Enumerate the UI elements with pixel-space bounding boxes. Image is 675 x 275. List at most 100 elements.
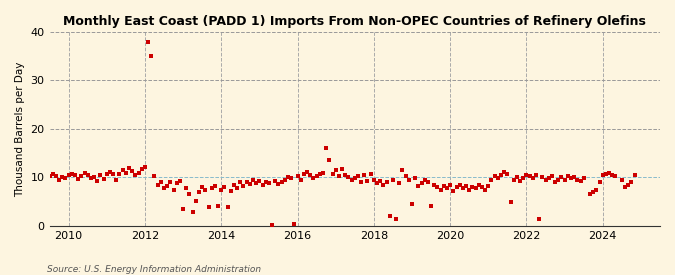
Point: [594, 180, 605, 185]
Point: [229, 183, 240, 187]
Point: [375, 179, 385, 183]
Point: [127, 169, 138, 173]
Point: [508, 178, 519, 182]
Point: [257, 183, 268, 187]
Point: [460, 184, 471, 188]
Point: [435, 187, 446, 192]
Point: [168, 187, 179, 192]
Point: [175, 178, 186, 183]
Point: [610, 174, 621, 179]
Point: [324, 158, 335, 163]
Point: [98, 177, 109, 181]
Point: [524, 174, 535, 179]
Point: [486, 178, 497, 182]
Point: [308, 176, 319, 181]
Point: [248, 178, 259, 182]
Title: Monthly East Coast (PADD 1) Imports From Non-OPEC Countries of Refinery Olefins: Monthly East Coast (PADD 1) Imports From…: [63, 15, 646, 28]
Point: [117, 168, 128, 172]
Point: [629, 173, 640, 177]
Point: [356, 180, 367, 185]
Point: [70, 173, 80, 177]
Point: [327, 171, 338, 176]
Point: [381, 180, 392, 185]
Point: [235, 180, 246, 185]
Point: [410, 176, 421, 181]
Point: [321, 146, 331, 150]
Point: [184, 192, 195, 197]
Point: [28, 173, 39, 177]
Point: [378, 183, 389, 187]
Point: [38, 175, 49, 179]
Point: [120, 171, 131, 175]
Point: [556, 175, 567, 180]
Point: [441, 186, 452, 190]
Point: [213, 204, 223, 209]
Point: [477, 185, 487, 189]
Point: [467, 185, 478, 189]
Point: [553, 178, 564, 182]
Point: [578, 176, 589, 181]
Point: [263, 181, 274, 185]
Point: [241, 180, 252, 184]
Point: [88, 175, 99, 179]
Point: [232, 186, 242, 190]
Point: [140, 164, 151, 169]
Point: [34, 179, 45, 183]
Point: [547, 174, 558, 179]
Point: [473, 183, 484, 187]
Point: [562, 174, 573, 179]
Point: [92, 178, 103, 183]
Point: [337, 166, 348, 171]
Point: [200, 187, 211, 192]
Point: [543, 176, 554, 181]
Point: [238, 183, 249, 188]
Point: [588, 190, 599, 194]
Point: [607, 173, 618, 177]
Point: [66, 171, 77, 176]
Point: [438, 184, 449, 188]
Point: [603, 170, 614, 175]
Point: [295, 178, 306, 182]
Point: [302, 169, 313, 174]
Point: [527, 176, 538, 181]
Point: [261, 180, 271, 184]
Point: [225, 189, 236, 193]
Point: [502, 171, 513, 176]
Point: [372, 181, 383, 185]
Point: [362, 179, 373, 183]
Point: [111, 178, 122, 183]
Point: [159, 186, 169, 190]
Point: [429, 183, 439, 187]
Point: [426, 204, 437, 209]
Point: [404, 178, 414, 182]
Point: [495, 173, 506, 177]
Point: [626, 180, 637, 185]
Point: [397, 168, 408, 172]
Point: [534, 216, 545, 221]
Point: [114, 171, 125, 176]
Point: [165, 180, 176, 185]
Point: [79, 170, 90, 175]
Point: [489, 174, 500, 179]
Text: Source: U.S. Energy Information Administration: Source: U.S. Energy Information Administ…: [47, 265, 261, 274]
Point: [616, 178, 627, 182]
Point: [146, 54, 157, 58]
Point: [279, 178, 290, 183]
Point: [350, 176, 360, 181]
Point: [601, 171, 612, 176]
Point: [95, 173, 106, 177]
Point: [276, 180, 287, 185]
Point: [133, 171, 144, 175]
Point: [286, 176, 296, 181]
Point: [518, 176, 529, 181]
Point: [60, 176, 71, 181]
Point: [464, 187, 475, 192]
Point: [270, 178, 281, 183]
Point: [499, 169, 510, 174]
Point: [105, 169, 115, 174]
Point: [108, 172, 119, 177]
Point: [569, 175, 580, 180]
Point: [549, 180, 560, 185]
Point: [76, 174, 86, 179]
Point: [505, 199, 516, 204]
